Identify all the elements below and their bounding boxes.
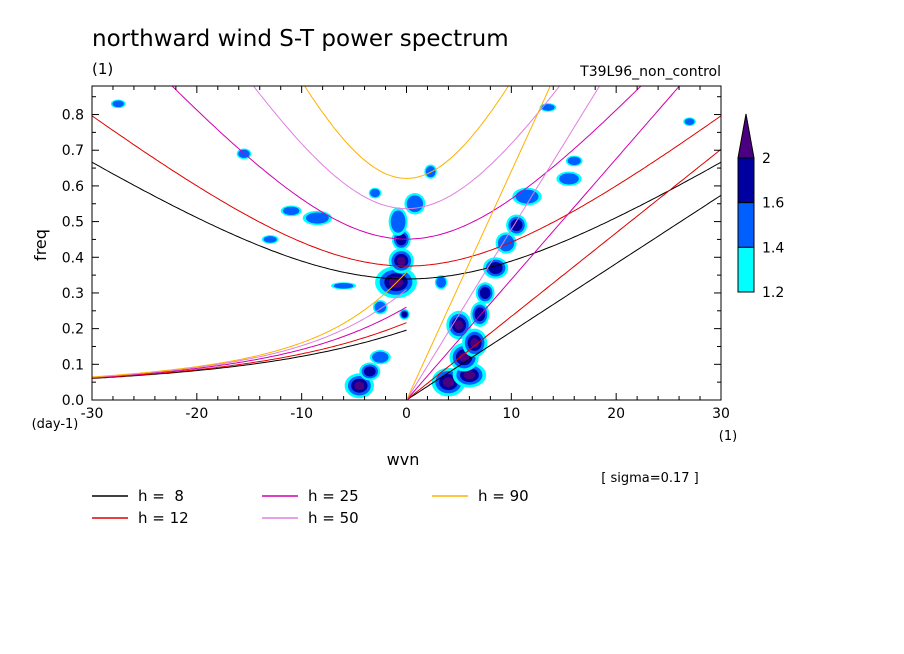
colorbar-label: 1.6	[762, 196, 784, 212]
kelvin-wave-curve-h8	[406, 194, 721, 400]
power-blob-7-level-1	[372, 351, 389, 363]
power-blob-22-level-1	[283, 206, 300, 216]
power-blob-6-level-2	[363, 366, 376, 377]
y-tick-label: 0.2	[62, 322, 84, 338]
power-blob-4-level-1	[406, 195, 424, 213]
x-axis-label: wvn	[387, 450, 420, 469]
power-blob-23-level-1	[425, 166, 436, 178]
legend-label-h8: h = 8	[138, 487, 184, 505]
power-blob-24-level-1	[374, 301, 387, 313]
mrg-wave-curve-h25	[92, 306, 407, 378]
power-blob-13-level-2	[474, 307, 486, 322]
x-axis-unit: (1)	[719, 429, 737, 444]
x-tick-label: -10	[290, 406, 313, 422]
colorbar-segment	[737, 157, 755, 204]
legend-label-h50: h = 50	[308, 509, 359, 527]
colorbar-label: 2	[762, 151, 771, 167]
power-blob-14-level-2	[479, 286, 491, 299]
power-blob-17-level-2	[510, 219, 523, 232]
y-tick-label: 0.8	[62, 108, 84, 124]
legend-label-h90: h = 90	[478, 487, 529, 505]
ig-wave-curve-h90	[304, 86, 509, 179]
power-blob-9-level-3	[463, 370, 476, 380]
mrg-wave-curve-h50	[92, 289, 407, 378]
y-tick-label: 0.4	[62, 250, 84, 266]
legend-label-h25: h = 25	[308, 487, 359, 505]
mrg-wave-curve-h8	[92, 329, 407, 379]
y-tick-label: 0.5	[62, 215, 84, 231]
colorbar: 2 1.6 1.4 1.2	[737, 113, 784, 301]
power-blob-33-level-2	[401, 311, 408, 318]
y-tick-label: 0.7	[62, 143, 84, 159]
x-tick-label: 20	[607, 406, 625, 422]
y-tick-label: 0.6	[62, 179, 84, 195]
power-blob-11-level-3	[470, 338, 479, 348]
power-blob-32-level-1	[684, 118, 695, 126]
power-blob-21-level-1	[305, 212, 329, 224]
dispersion-curves-layer	[92, 86, 721, 400]
kelvin-wave-curve-h50	[406, 86, 601, 400]
x-tick-label: 0	[402, 406, 411, 422]
colorbar-overflow-triangle	[737, 113, 755, 159]
x-tick-label: 30	[712, 406, 730, 422]
y-axis-label: freq	[31, 229, 50, 261]
power-blob-18-level-1	[515, 189, 539, 204]
power-blob-3-level-1	[390, 210, 406, 233]
power-blob-31-level-1	[263, 236, 277, 243]
x-tick-label: -30	[81, 406, 104, 422]
y-axis-unit: (day-1)	[32, 417, 79, 432]
x-tick-label: 10	[502, 406, 520, 422]
power-blob-20-level-1	[567, 156, 581, 166]
power-blob-26-level-1	[370, 188, 380, 198]
power-blob-29-level-1	[112, 100, 124, 108]
y-tick-label: 0.0	[62, 393, 84, 409]
mrg-wave-curve-h90	[92, 271, 407, 378]
ig-wave-curve-h8	[92, 161, 721, 280]
power-blob-12-level-3	[454, 320, 464, 330]
colorbar-label: 1.4	[762, 240, 784, 256]
legend-label-h12: h = 12	[138, 509, 189, 527]
power-blob-5-level-3	[354, 381, 365, 390]
ig-wave-curve-h12	[92, 115, 721, 267]
kelvin-wave-curve-h12	[406, 148, 721, 400]
y-tick-label: 0.3	[62, 286, 84, 302]
chart-subtitle-left: (1)	[92, 60, 113, 78]
power-blob-10-level-3	[459, 352, 470, 363]
power-blob-27-level-1	[436, 276, 447, 288]
x-tick-label: -20	[185, 406, 208, 422]
contour-fill-layer	[110, 99, 696, 399]
colorbar-segment	[737, 246, 755, 293]
mrg-wave-curve-h12	[92, 322, 407, 379]
ig-wave-curve-h50	[252, 86, 561, 210]
kelvin-wave-curve-h90	[406, 86, 551, 400]
power-blob-1-level-3	[396, 256, 406, 266]
chart-subtitle-right: T39L96_non_control	[579, 64, 721, 80]
axis-ticks: -30 -20 -10 0 10 20 30 0.0 0.1 0.2 0.3 0.4 0.5 0.6 0.7…	[62, 86, 730, 422]
y-tick-label: 0.1	[62, 357, 84, 373]
ig-wave-curve-h25	[171, 86, 642, 240]
power-blob-16-level-1	[497, 234, 515, 252]
chart-title: northward wind S-T power spectrum	[92, 26, 509, 52]
sigma-note: [ sigma=0.17 ]	[601, 471, 699, 486]
power-blob-19-level-1	[559, 173, 579, 185]
kelvin-wave-curve-h25	[406, 86, 681, 400]
power-blob-30-level-1	[541, 104, 555, 111]
legend: h = 8 h = 12 h = 25 h = 50 h = 90	[92, 487, 529, 527]
power-blob-8-level-3	[442, 377, 455, 388]
power-blob-25-level-1	[333, 283, 354, 289]
colorbar-segment	[737, 202, 755, 248]
colorbar-label: 1.2	[762, 285, 784, 301]
